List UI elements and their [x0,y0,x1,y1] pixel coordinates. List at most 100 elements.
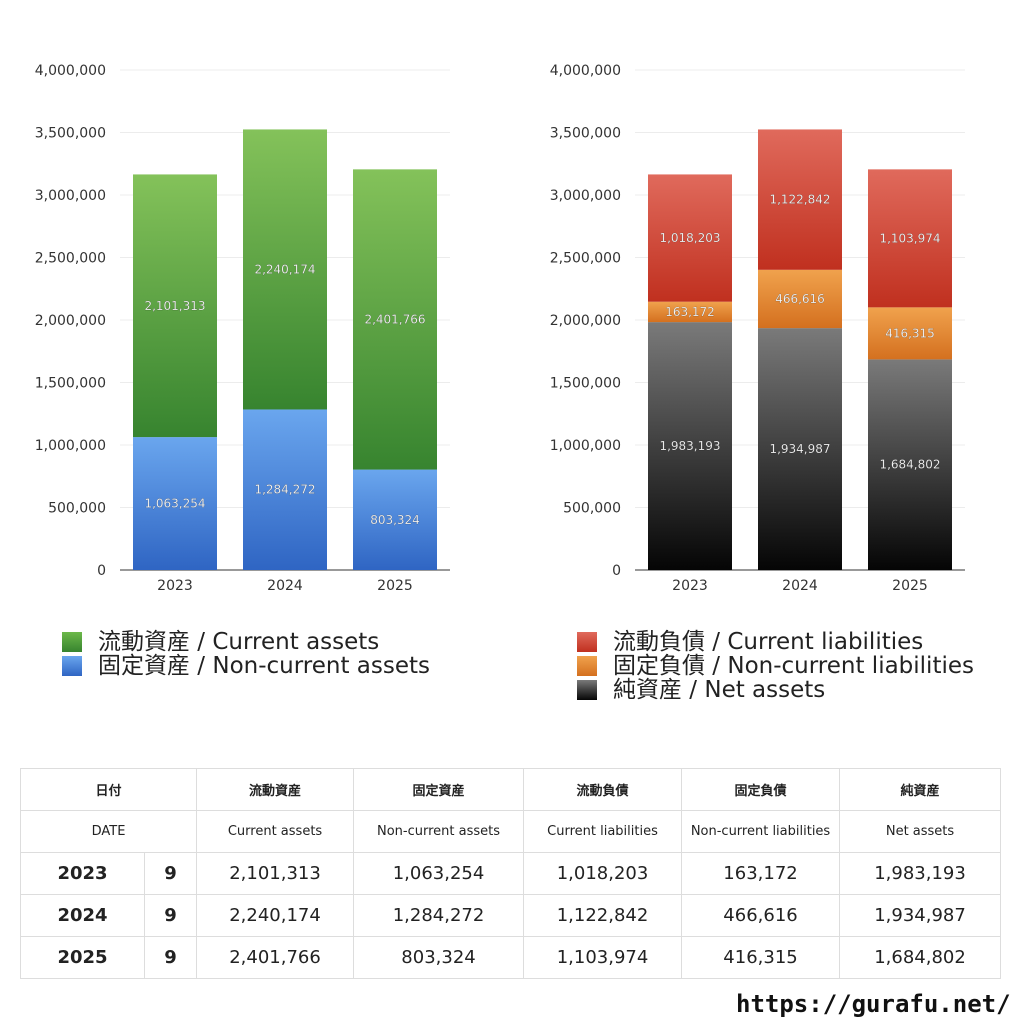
header-non-current-liabilities-ja: 固定負債 [681,768,841,811]
bar-data-label: 1,934,987 [769,442,830,456]
cell-current-assets: 2,401,766 [196,936,355,979]
cell-non-current-assets: 1,284,272 [353,894,525,937]
row-month: 9 [143,936,198,979]
bar-segment [868,169,952,308]
bar-data-label: 466,616 [775,292,825,306]
y-tick-label: 0 [97,563,106,579]
x-tick-label: 2024 [267,578,303,594]
bar-data-label: 1,284,272 [254,483,315,497]
legend-swatch-current-liabilities [577,632,597,652]
bar-data-label: 2,101,313 [144,299,205,313]
bar-data-label: 416,315 [885,326,935,340]
x-tick-label: 2025 [892,578,928,594]
bar-data-label: 1,983,193 [659,439,720,453]
table-header-row-en: DATE Current assets Non-current assets C… [19,810,1002,853]
bar-segment [758,129,842,270]
legend-label-non-current-liabilities: 固定負債 / Non-current liabilities [613,653,974,679]
bar-data-label: 803,324 [370,513,420,527]
cell-non-current-liabilities: 163,172 [681,852,841,895]
bar-segment [243,129,327,410]
table-row: 2025 9 2,401,766 803,324 1,103,974 416,3… [20,936,1002,979]
cell-net-assets: 1,983,193 [839,852,1002,895]
table-row: 2024 9 2,240,174 1,284,272 1,122,842 466… [20,894,1002,937]
legend-label-current-assets: 流動資産 / Current assets [98,629,380,655]
bar-segment [133,174,217,438]
header-current-assets-ja: 流動資産 [196,768,355,811]
x-tick-label: 2023 [672,578,708,594]
liabilities-chart: 0 500,000 1,000,000 1,500,000 2,000,000 2,500… [515,0,1015,614]
legend-label-non-current-assets: 固定資産 / Non-current assets [98,653,431,679]
bar-segment [758,328,842,570]
y-tick-label: 2,000,000 [35,313,106,329]
y-tick-label: 3,000,000 [550,188,621,204]
bar-segment [648,174,732,302]
cell-current-liabilities: 1,018,203 [523,852,683,895]
row-month: 9 [143,894,198,937]
liabilities-legend: 流動負債 / Current liabilities 固定負債 / Non-cu… [577,630,974,702]
cell-current-liabilities: 1,103,974 [523,936,683,979]
assets-chart-svg: 0 500,000 1,000,000 1,500,000 2,000,000 2,500… [35,63,450,594]
bar-data-label: 1,122,842 [769,193,830,207]
y-tick-label: 1,000,000 [550,438,621,454]
bar-segment [758,269,842,329]
legend-item-non-current-assets: 固定資産 / Non-current assets [62,654,430,678]
legend-swatch-non-current-liabilities [577,656,597,676]
legend-swatch-current-assets [62,632,82,652]
bar-segment [353,169,437,470]
header-date-ja: 日付 [19,768,198,811]
legend-item-non-current-liabilities: 固定負債 / Non-current liabilities [577,654,974,678]
y-tick-label: 2,500,000 [35,251,106,267]
bar-segment [353,469,437,570]
legend-swatch-net-assets [577,680,597,700]
bar-segment [133,437,217,570]
row-year: 2024 [20,894,145,937]
assets-chart: 0 500,000 1,000,000 1,500,000 2,000,000 2,500… [0,0,500,614]
cell-current-liabilities: 1,122,842 [523,894,683,937]
header-non-current-assets-en: Non-current assets [353,810,525,853]
header-date-en: DATE [19,810,198,853]
legend-label-current-liabilities: 流動負債 / Current liabilities [613,629,924,655]
y-tick-label: 3,500,000 [550,126,621,142]
cell-non-current-assets: 1,063,254 [353,852,525,895]
site-url-watermark: https://gurafu.net/ [736,990,1011,1018]
header-current-liabilities-en: Current liabilities [523,810,683,853]
header-non-current-assets-ja: 固定資産 [353,768,525,811]
cell-net-assets: 1,934,987 [839,894,1002,937]
header-current-assets-en: Current assets [196,810,355,853]
table-header-row-ja: 日付 流動資産 固定資産 流動負債 固定負債 純資産 [19,768,1002,811]
bar-data-label: 1,103,974 [879,231,940,245]
cell-current-assets: 2,101,313 [196,852,355,895]
legend-label-net-assets: 純資産 / Net assets [613,677,826,703]
header-non-current-liabilities-en: Non-current liabilities [681,810,841,853]
cell-non-current-liabilities: 466,616 [681,894,841,937]
bar-segment [868,307,952,360]
bar-segment [648,301,732,323]
row-year: 2023 [20,852,145,895]
header-current-liabilities-ja: 流動負債 [523,768,683,811]
legend-item-net-assets: 純資産 / Net assets [577,678,974,702]
y-tick-label: 0 [612,563,621,579]
y-tick-label: 4,000,000 [550,63,621,79]
bar-data-label: 1,018,203 [659,231,720,245]
assets-legend: 流動資産 / Current assets 固定資産 / Non-current… [62,630,430,678]
bar-data-label: 1,063,254 [144,497,205,511]
cell-non-current-liabilities: 416,315 [681,936,841,979]
cell-current-assets: 2,240,174 [196,894,355,937]
cell-non-current-assets: 803,324 [353,936,525,979]
legend-item-current-assets: 流動資産 / Current assets [62,630,430,654]
header-net-assets-en: Net assets [839,810,1002,853]
y-tick-label: 1,000,000 [35,438,106,454]
x-tick-label: 2023 [157,578,193,594]
y-tick-label: 2,500,000 [550,251,621,267]
row-month: 9 [143,852,198,895]
y-tick-label: 1,500,000 [550,376,621,392]
legend-swatch-non-current-assets [62,656,82,676]
header-net-assets-ja: 純資産 [839,768,1002,811]
bar-data-label: 163,172 [665,305,715,319]
bar-segment [243,409,327,570]
bar-segment [648,322,732,570]
x-tick-label: 2024 [782,578,818,594]
bar-segment [868,359,952,570]
row-year: 2025 [20,936,145,979]
y-tick-label: 500,000 [563,501,621,517]
